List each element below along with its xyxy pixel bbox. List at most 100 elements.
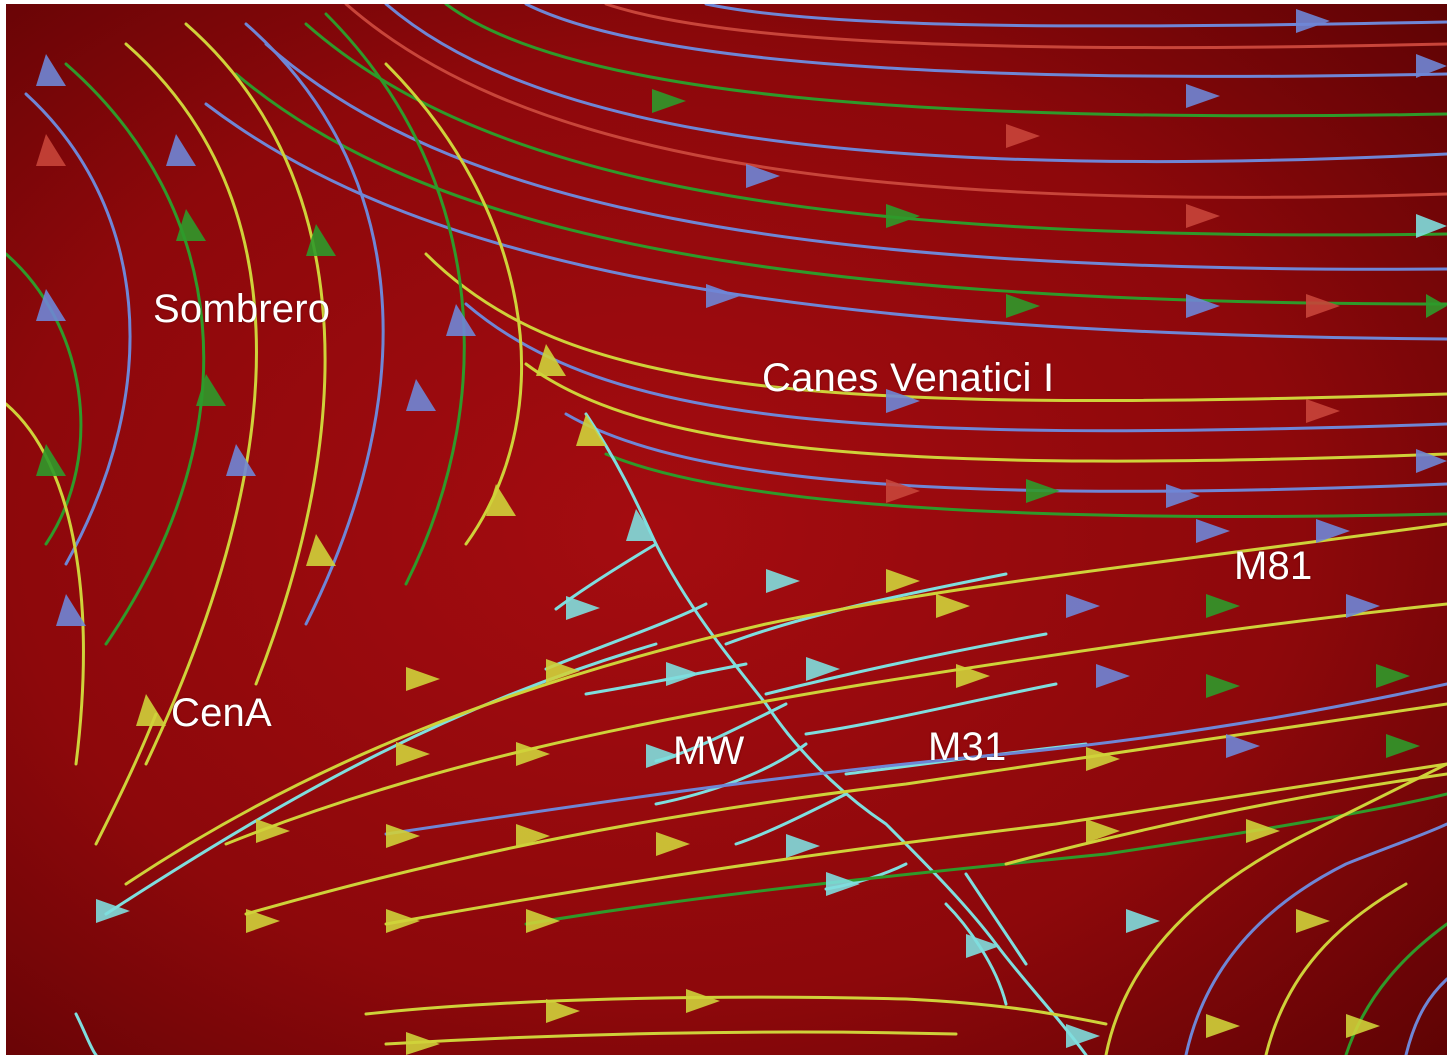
cone-arrow-icon: [406, 379, 436, 411]
velocity-flow-visualization: Sombrero Canes Venatici I M81 CenA MW M3…: [6, 4, 1447, 1055]
cone-arrow-icon: [486, 484, 516, 516]
cone-arrow-icon: [196, 374, 226, 406]
cone-arrow-icon: [886, 479, 920, 503]
cone-arrow-icon: [886, 204, 920, 228]
cone-arrow-icon: [406, 667, 440, 691]
streamline: [764, 632, 1048, 696]
streamline: [544, 602, 708, 671]
streamline: [964, 872, 1028, 966]
cone-arrow-icon: [516, 824, 550, 848]
cone-arrow-icon: [1086, 819, 1120, 843]
streamline: [244, 702, 1447, 916]
cone-arrow-icon: [306, 224, 336, 256]
streamline: [64, 62, 206, 646]
label-sombrero: Sombrero: [153, 287, 331, 331]
cone-arrow-icon: [1186, 294, 1220, 318]
streamline: [524, 792, 1447, 926]
streamline: [524, 362, 1447, 463]
cone-arrow-icon: [786, 834, 820, 858]
cone-arrow-icon: [1416, 54, 1447, 78]
cone-arrow-icon: [1416, 449, 1447, 473]
cone-arrow-icon: [406, 1032, 440, 1055]
streamline: [344, 4, 1447, 199]
cone-arrow-icon: [886, 569, 920, 593]
cone-arrow-icon: [1306, 294, 1340, 318]
cone-arrow-icon: [1306, 399, 1340, 423]
cone-arrow-icon: [1006, 124, 1040, 148]
streamline-canvas: [6, 4, 1447, 1055]
cone-arrow-icon: [1226, 734, 1260, 758]
streamline: [424, 252, 1447, 403]
streamline: [124, 42, 258, 766]
cone-arrow-icon: [1376, 664, 1410, 688]
upper-streamlines: [204, 4, 1447, 518]
cone-arrow-icon: [176, 209, 206, 241]
cone-arrow-icon: [1206, 1014, 1240, 1038]
cone-arrow-icon: [1186, 204, 1220, 228]
cone-arrow-icon: [576, 414, 606, 446]
cone-arrow-icon: [386, 824, 420, 848]
cone-arrow-icon: [626, 509, 656, 541]
label-cena: CenA: [171, 691, 272, 735]
streamline: [304, 22, 1447, 237]
streamline: [74, 1012, 98, 1055]
cone-arrow-icon: [36, 134, 66, 166]
cone-arrow-icon: [666, 662, 700, 686]
cone-arrow-icon: [1096, 664, 1130, 688]
streamline: [1104, 762, 1447, 1055]
streamline: [184, 22, 327, 686]
streamline: [1004, 772, 1447, 866]
streamline: [364, 995, 1108, 1026]
cone-arrow-icon: [1316, 519, 1350, 543]
cone-arrow-icon: [446, 304, 476, 336]
cone-arrow-icon: [1026, 479, 1060, 503]
streamline: [244, 22, 385, 626]
cone-arrow-icon: [546, 999, 580, 1023]
cone-arrow-icon: [1246, 819, 1280, 843]
streamline: [224, 602, 1447, 846]
cone-arrow-icon: [306, 534, 336, 566]
streamline: [124, 522, 1447, 886]
streamline: [94, 712, 158, 846]
cone-arrow-icon: [1346, 594, 1380, 618]
cone-arrow-icon: [536, 344, 566, 376]
cone-arrow-icon: [652, 89, 686, 113]
streamline: [264, 42, 1447, 271]
cone-arrow-icon: [746, 164, 780, 188]
cone-arrow-icon: [566, 596, 600, 620]
streamline: [24, 92, 132, 566]
cone-arrow-icon: [36, 444, 66, 476]
streamline: [384, 682, 1447, 836]
cone-arrow-icon: [1346, 1014, 1380, 1038]
cone-arrow-icon: [386, 909, 420, 933]
cone-arrow-icon: [686, 989, 720, 1013]
cone-arrow-icon: [706, 284, 740, 308]
cone-arrow-icon: [396, 742, 430, 766]
label-mw: MW: [673, 729, 745, 773]
cone-arrow-icon: [1206, 674, 1240, 698]
streamline: [384, 1030, 958, 1046]
cone-arrow-icon: [966, 934, 1000, 958]
cone-arrow-icon: [1296, 9, 1330, 33]
cone-arrow-icon: [1416, 214, 1447, 238]
arrow-cones: [36, 9, 1447, 1055]
streamline: [1184, 822, 1447, 1055]
label-canes-venatici-i: Canes Venatici I: [762, 356, 1055, 400]
streamline: [384, 62, 524, 546]
cone-arrow-icon: [256, 819, 290, 843]
streamline: [554, 542, 658, 611]
streamline: [234, 72, 1447, 306]
cone-arrow-icon: [166, 134, 196, 166]
streamline: [204, 102, 1447, 341]
streamline: [734, 792, 848, 846]
cone-arrow-icon: [526, 909, 560, 933]
left-streamlines: [6, 12, 524, 846]
cone-arrow-icon: [1066, 594, 1100, 618]
streamline: [444, 4, 1447, 118]
cone-arrow-icon: [516, 742, 550, 766]
cone-arrow-icon: [936, 594, 970, 618]
streamline: [464, 302, 1447, 433]
cone-arrow-icon: [826, 872, 860, 896]
streamline: [604, 4, 1447, 50]
cone-arrow-icon: [886, 389, 920, 413]
